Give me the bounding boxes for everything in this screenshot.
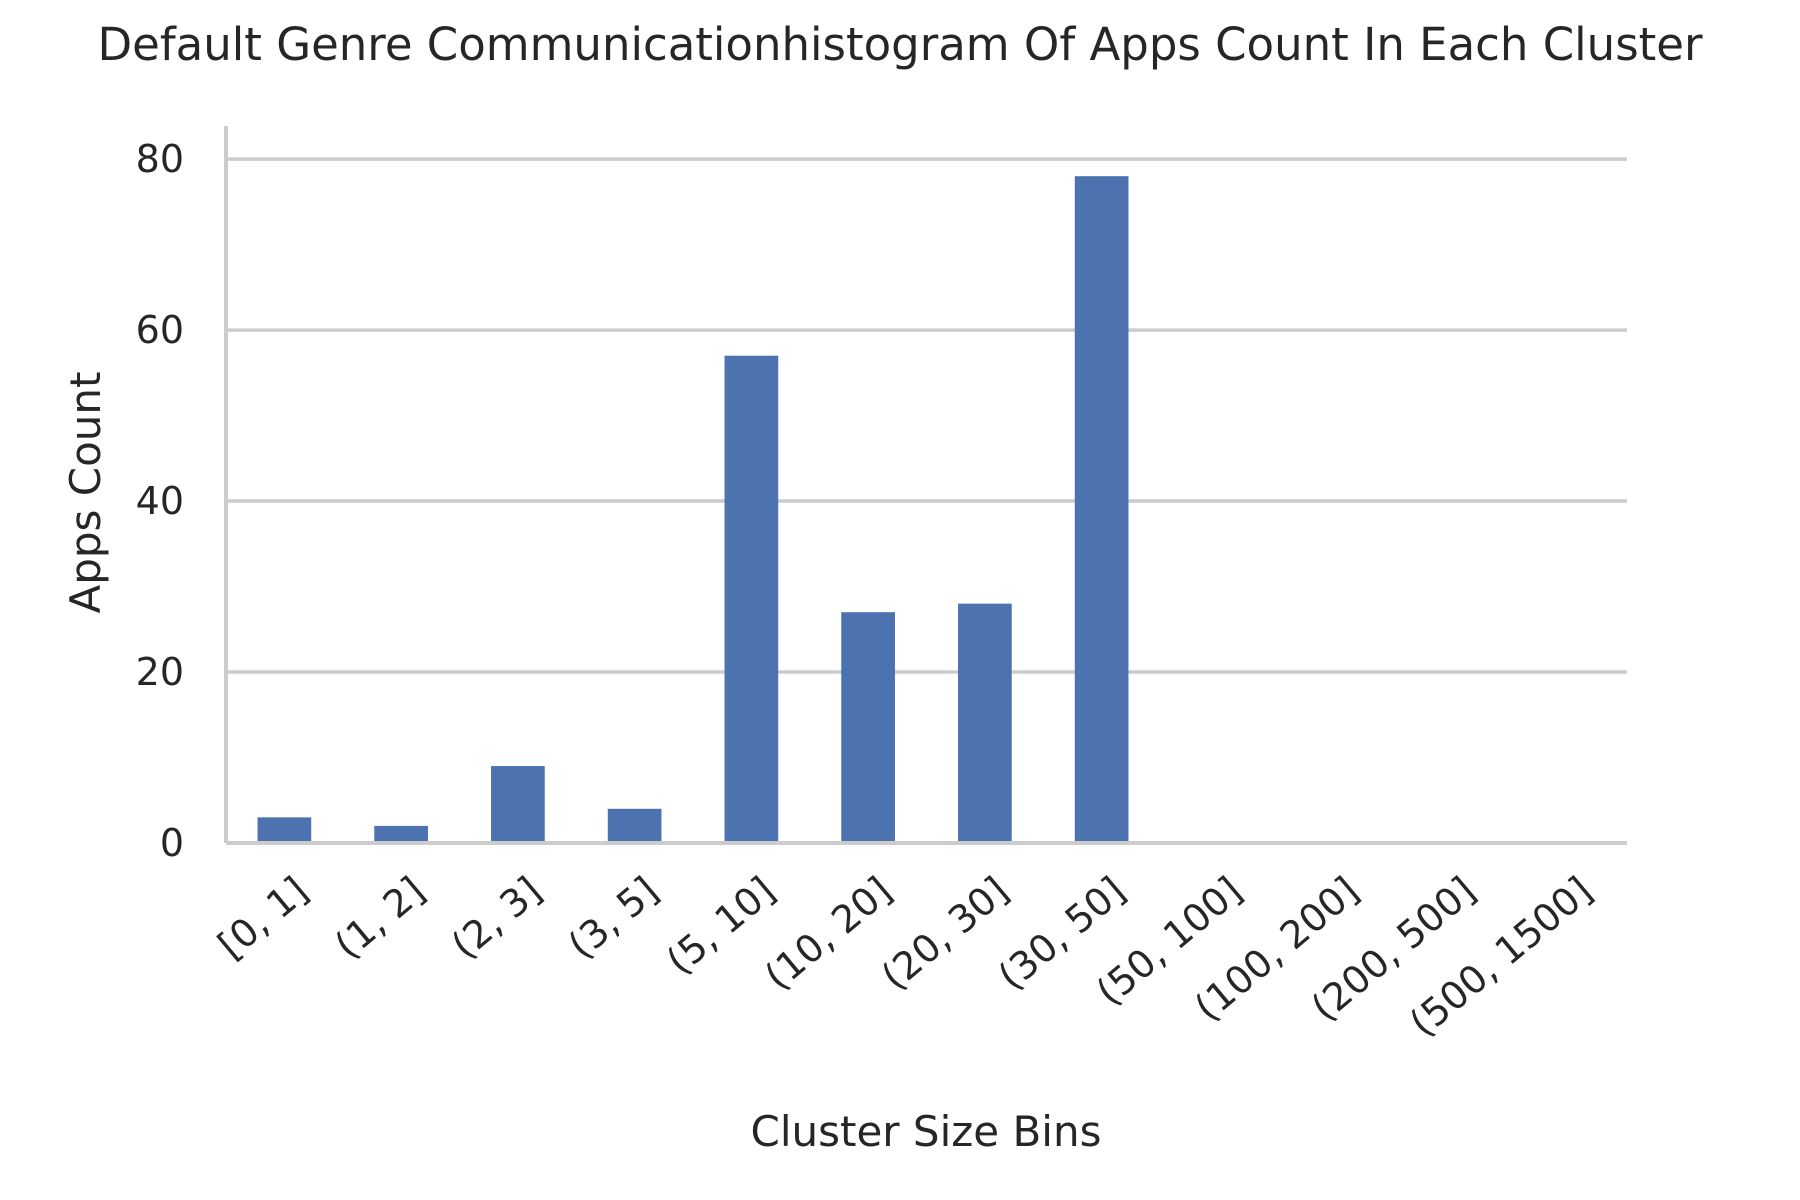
chart-title: Default Genre Communicationhistogram Of … bbox=[98, 18, 1703, 71]
x-tick-labels: [0, 1] (1, 2] (2, 3] (3, 5](5, 10](10, 20](… bbox=[210, 868, 1601, 1045]
bar-4 bbox=[724, 355, 779, 843]
bar-2 bbox=[491, 766, 545, 843]
bar-7 bbox=[1074, 176, 1129, 843]
bar-3 bbox=[607, 808, 662, 843]
x-tick-label-1: (1, 2] bbox=[326, 868, 433, 967]
y-tick-label-40: 40 bbox=[136, 479, 184, 523]
axes bbox=[224, 126, 1627, 845]
x-tick-label-6: (20, 30] bbox=[873, 868, 1017, 998]
x-tick-label-0: [0, 1] bbox=[210, 868, 317, 967]
gridlines bbox=[226, 157, 1627, 674]
bar-0 bbox=[257, 817, 312, 843]
y-tick-label-0: 0 bbox=[160, 821, 184, 865]
y-tick-label-80: 80 bbox=[136, 137, 184, 181]
y-tick-label-20: 20 bbox=[136, 650, 184, 694]
x-axis-label: Cluster Size Bins bbox=[751, 1107, 1102, 1156]
bar-5 bbox=[841, 612, 895, 843]
y-axis-label: Apps Count bbox=[61, 371, 110, 613]
y-tick-labels: 0 20 40 60 80 bbox=[136, 137, 184, 865]
x-tick-label-5: (10, 20] bbox=[756, 868, 900, 998]
y-tick-label-60: 60 bbox=[136, 308, 184, 352]
bar-1 bbox=[374, 825, 428, 843]
bar-6 bbox=[958, 603, 1012, 843]
x-tick-label-2: (2, 3] bbox=[443, 868, 550, 967]
x-tick-label-3: (3, 5] bbox=[560, 868, 667, 967]
bars bbox=[257, 176, 1129, 843]
